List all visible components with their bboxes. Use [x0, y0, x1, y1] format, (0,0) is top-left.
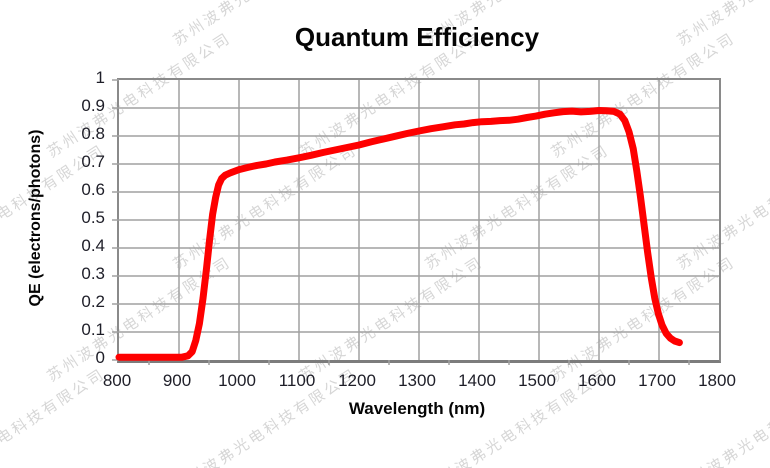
- y-tick-label: 0.7: [81, 152, 105, 171]
- plot-area: [112, 78, 721, 365]
- y-tick-label: 0.2: [81, 292, 105, 311]
- x-tick-label: 1100: [278, 371, 316, 390]
- x-tick-label: 1000: [218, 371, 256, 390]
- y-tick-label: 0: [95, 348, 105, 367]
- y-axis-title: QE (electrons/photons): [27, 129, 44, 307]
- x-axis-title: Wavelength (nm): [348, 399, 486, 418]
- x-tick-label: 1200: [338, 371, 376, 390]
- y-tick-label: 0.8: [81, 124, 105, 143]
- x-tick-label: 1500: [518, 371, 556, 390]
- y-tick-label: 0.1: [81, 320, 105, 339]
- y-tick-label: 0.4: [81, 236, 105, 255]
- x-tick-label: 1800: [698, 371, 736, 390]
- watermark-text: 苏州波弗光电科技有限公司: [0, 0, 109, 50]
- x-tick-label: 900: [162, 371, 192, 390]
- y-tick-label: 0.9: [81, 96, 105, 115]
- chart-title: Quantum Efficiency: [294, 22, 540, 52]
- x-tick-label: 1300: [398, 371, 436, 390]
- x-tick-label: 1600: [578, 371, 616, 390]
- x-tick-label: 1700: [638, 371, 676, 390]
- y-tick-label: 1: [95, 68, 105, 87]
- qe-curve: [115, 107, 683, 361]
- y-tick-label: 0.5: [81, 208, 105, 227]
- y-tick-label: 0.6: [81, 180, 105, 199]
- x-tick-label: 1400: [458, 371, 496, 390]
- y-tick-label: 0.3: [81, 264, 105, 283]
- x-tick-label: 800: [102, 371, 132, 390]
- qe-curve-plot: [112, 79, 719, 365]
